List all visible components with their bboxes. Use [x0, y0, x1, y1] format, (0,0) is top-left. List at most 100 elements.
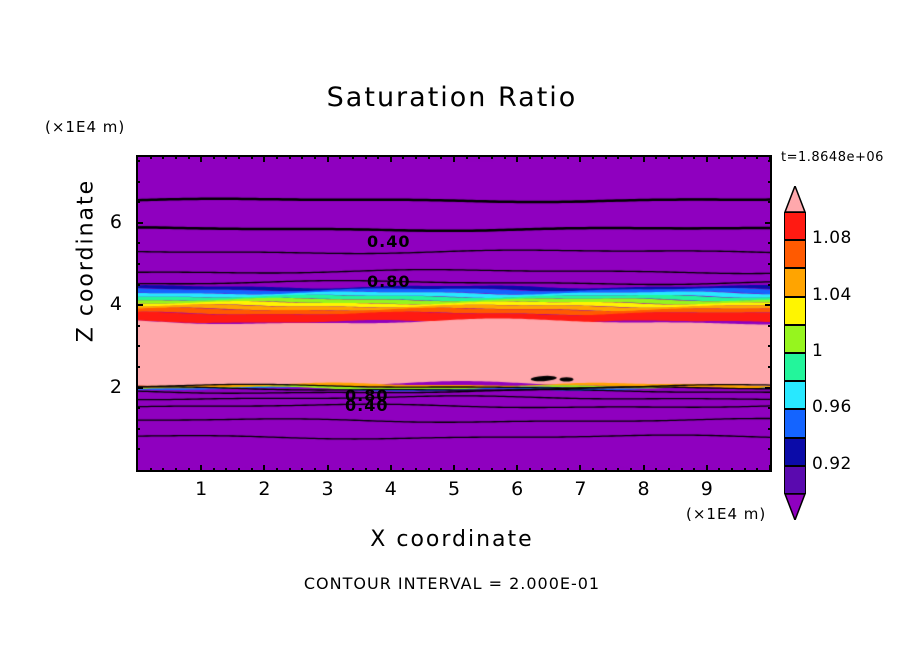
x-tick-bottom	[415, 468, 418, 472]
y-tick-right	[768, 324, 772, 327]
x-tick-top	[263, 155, 266, 162]
x-tick-label: 9	[700, 478, 713, 500]
x-tick-top	[301, 155, 304, 159]
x-tick-bottom	[769, 465, 771, 472]
x-tick-label: 1	[195, 478, 208, 500]
x-axis-title: X coordinate	[370, 527, 534, 552]
x-tick-top	[174, 155, 177, 159]
x-tick-bottom	[693, 468, 696, 472]
contour-label: 0.80	[367, 272, 411, 291]
x-tick-bottom	[313, 468, 316, 472]
x-tick-top	[453, 155, 455, 162]
x-tick-bottom	[364, 468, 367, 472]
x-tick-top	[756, 155, 759, 159]
x-tick-bottom	[604, 468, 607, 472]
x-tick-label: 4	[384, 478, 397, 500]
x-tick-bottom	[440, 468, 443, 472]
x-tick-bottom	[478, 468, 481, 472]
y-tick-left	[136, 160, 140, 163]
y-tick-left	[136, 324, 140, 327]
x-tick-top	[617, 155, 620, 159]
x-tick-label: 8	[637, 478, 650, 500]
x-tick-top	[503, 155, 506, 159]
x-tick-label: 6	[511, 478, 524, 500]
x-tick-bottom	[238, 468, 241, 472]
x-tick-bottom	[351, 468, 354, 472]
contour-field-canvas	[138, 157, 770, 470]
y-tick-left	[136, 180, 140, 183]
colorbar-band	[784, 465, 806, 494]
y-tick-left	[136, 407, 140, 410]
x-tick-top	[149, 155, 152, 159]
colorbar-tick-label: 0.96	[812, 397, 852, 418]
x-tick-top	[200, 155, 203, 162]
x-tick-bottom	[579, 465, 582, 472]
x-tick-top	[680, 155, 683, 159]
x-tick-bottom	[187, 468, 190, 472]
x-tick-bottom	[490, 468, 493, 472]
y-tick-left	[136, 386, 143, 389]
x-tick-bottom	[250, 468, 253, 472]
x-tick-top	[326, 155, 329, 162]
x-tick-bottom	[503, 468, 506, 472]
x-tick-top	[490, 155, 493, 159]
colorbar	[783, 183, 807, 523]
colorbar-band	[784, 437, 806, 466]
x-tick-label: 7	[574, 478, 587, 500]
x-tick-bottom	[301, 468, 304, 472]
x-tick-top	[250, 155, 253, 159]
x-tick-bottom	[149, 468, 152, 472]
x-tick-bottom	[680, 468, 683, 472]
x-tick-bottom	[629, 468, 632, 472]
x-tick-bottom	[566, 468, 569, 472]
x-tick-bottom	[705, 465, 708, 472]
x-tick-bottom	[288, 468, 291, 472]
y-tick-right	[768, 263, 772, 266]
x-tick-top	[402, 155, 405, 159]
x-tick-bottom	[642, 465, 645, 472]
colorbar-under-cap	[783, 493, 807, 523]
y-tick-right	[768, 242, 772, 245]
x-tick-bottom	[667, 468, 670, 472]
colorbar-band	[784, 268, 806, 297]
x-tick-bottom	[465, 468, 468, 472]
x-tick-label: 5	[447, 478, 461, 500]
y-tick-left	[136, 345, 140, 348]
x-tick-top	[528, 155, 531, 159]
contour-label: 0.40	[345, 396, 389, 415]
x-tick-top	[389, 155, 392, 162]
x-tick-top	[212, 155, 215, 159]
x-tick-top	[629, 155, 632, 159]
x-tick-bottom	[162, 468, 165, 472]
y-tick-left	[136, 283, 140, 286]
y-tick-label: 6	[109, 210, 122, 233]
colorbar-tick-label: 1	[812, 341, 824, 361]
x-tick-label: 3	[321, 478, 334, 500]
x-tick-bottom	[516, 465, 519, 472]
y-tick-right	[768, 427, 772, 430]
y-tick-right	[768, 180, 772, 183]
y-tick-right	[765, 304, 772, 307]
y-tick-right	[768, 160, 772, 163]
y-tick-right	[768, 448, 772, 451]
y-tick-left	[136, 304, 143, 307]
x-axis-unit-label: (×1E4 m)	[686, 505, 767, 523]
y-tick-label: 4	[109, 293, 122, 316]
time-annotation: t=1.8648e+06	[781, 150, 884, 165]
x-tick-bottom	[389, 465, 392, 472]
contour-label: 0.40	[367, 232, 411, 251]
x-tick-top	[313, 155, 316, 159]
x-tick-bottom	[200, 465, 203, 472]
x-tick-top	[743, 155, 746, 159]
y-tick-right	[768, 407, 772, 410]
x-tick-top	[351, 155, 354, 159]
y-tick-label: 2	[109, 375, 122, 398]
x-tick-top	[162, 155, 165, 159]
x-tick-bottom	[427, 468, 430, 472]
x-tick-top	[339, 155, 342, 159]
y-tick-right	[768, 283, 772, 286]
page-title: Saturation Ratio	[326, 82, 578, 113]
colorbar-band	[784, 353, 806, 382]
x-tick-bottom	[212, 468, 215, 472]
x-tick-bottom	[225, 468, 228, 472]
